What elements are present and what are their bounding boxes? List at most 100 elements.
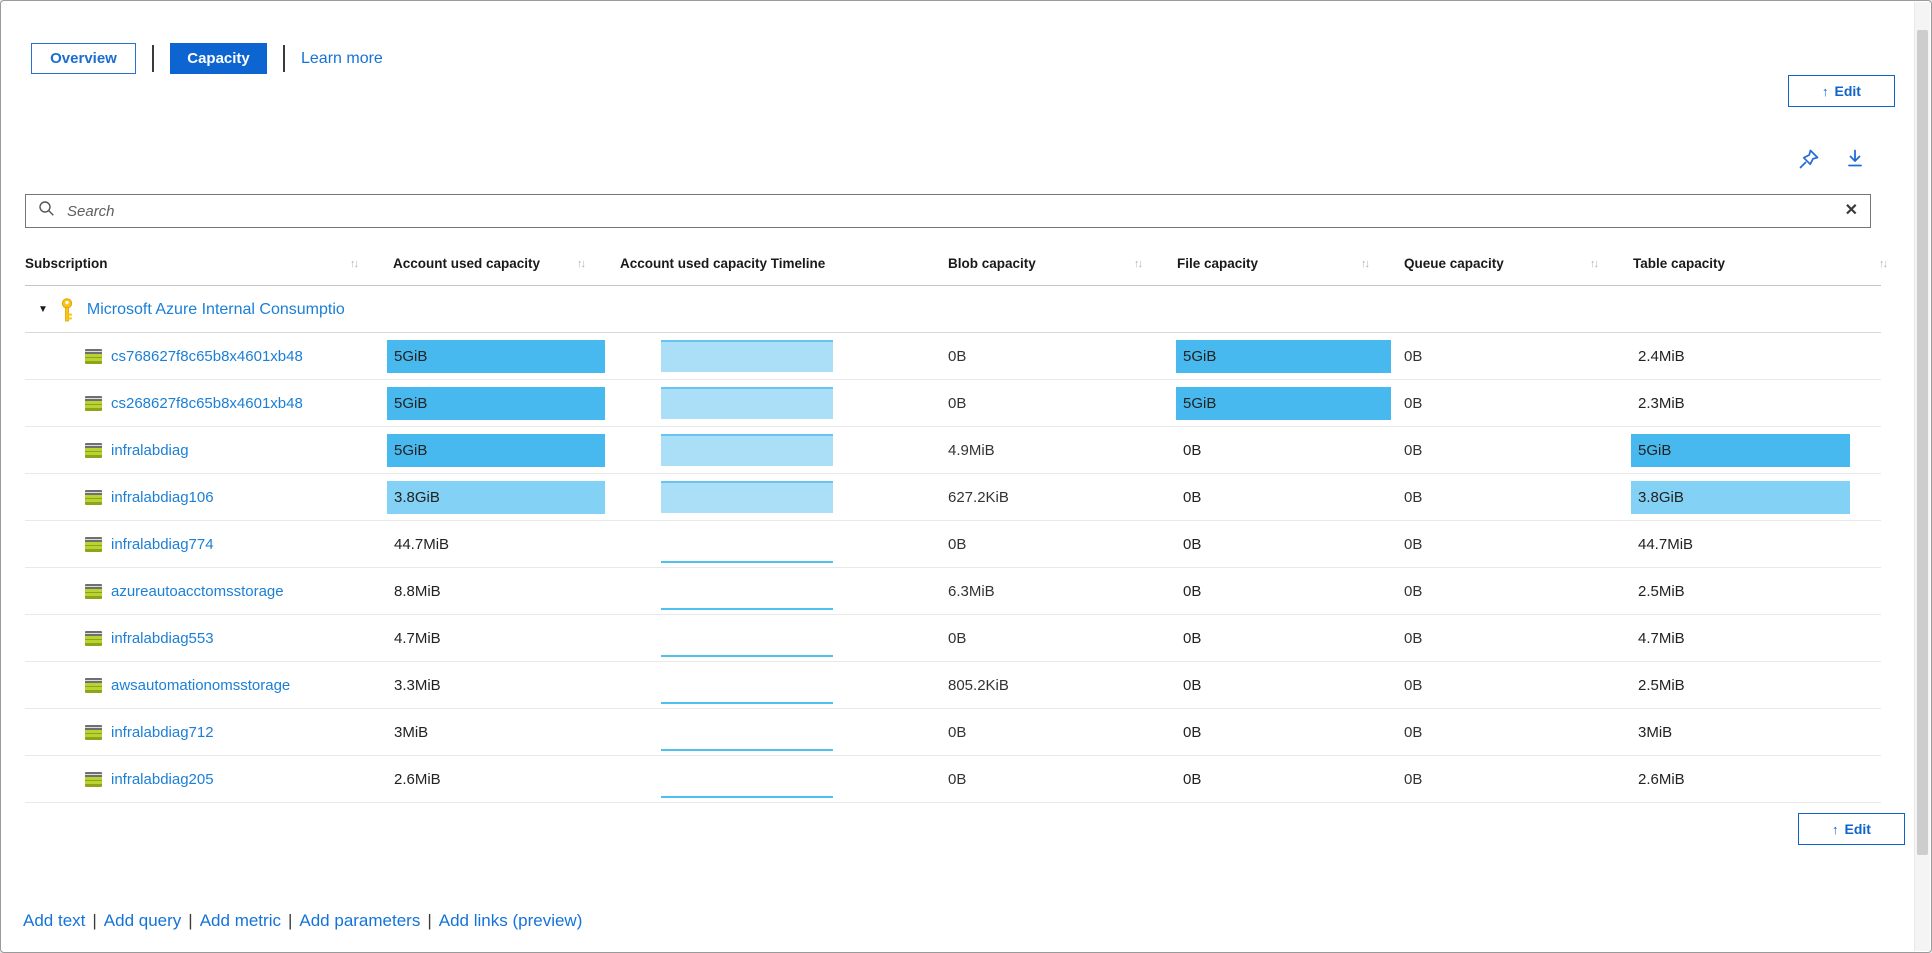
add-add-query-link[interactable]: Add query	[103, 911, 182, 930]
account-used-capacity-cell: 5GiB	[387, 380, 614, 427]
column-header-queue-capacity[interactable]: Queue capacity ↑↓	[1398, 241, 1627, 286]
column-header-blob-capacity[interactable]: Blob capacity ↑↓	[942, 241, 1171, 286]
file-capacity-cell: 0B	[1171, 474, 1398, 521]
subscription-group-row[interactable]: ▼ Microsoft Azure Internal Consumptio	[1, 286, 1916, 333]
pin-icon[interactable]	[1797, 147, 1821, 171]
table-row[interactable]: infralabdiag 5GiB 4.9MiB 0B 0B 5GiB	[1, 427, 1916, 474]
scrollbar-thumb[interactable]	[1917, 30, 1928, 855]
timeline-cell	[614, 568, 942, 615]
blob-capacity-cell: 0B	[948, 536, 967, 553]
vertical-scrollbar[interactable]	[1914, 2, 1930, 951]
table-header-row: Subscription ↑↓ Account used capacity ↑↓ Acc…	[1, 241, 1916, 286]
search-box: ✕	[25, 194, 1871, 228]
subscription-cell: infralabdiag205	[1, 756, 387, 803]
sort-arrows-icon[interactable]: ↑↓	[1134, 257, 1143, 270]
table-row[interactable]: cs768627f8c65b8x4601xb48 5GiB 0B 5GiB 0B 2.4M…	[1, 333, 1916, 380]
file-capacity-cell: 0B	[1171, 709, 1398, 756]
sort-arrows-icon[interactable]: ↑↓	[1879, 257, 1888, 270]
search-input[interactable]	[65, 201, 1845, 221]
queue-capacity-cell: 0B	[1404, 724, 1423, 741]
table-capacity-cell: 5GiB	[1627, 427, 1916, 474]
column-header-account-used-capacity[interactable]: Account used capacity ↑↓	[387, 241, 614, 286]
queue-capacity-cell: 0B	[1404, 583, 1423, 600]
value-cell: 2.6MiB	[394, 771, 441, 788]
add-add-links-preview-link[interactable]: Add links (preview)	[438, 911, 583, 930]
storage-account-icon	[85, 443, 102, 458]
timeline-cell	[614, 709, 942, 756]
close-icon[interactable]: ✕	[1844, 202, 1858, 219]
sort-arrows-icon[interactable]: ↑↓	[1361, 257, 1370, 270]
tab-separator	[152, 45, 154, 72]
table-row[interactable]: infralabdiag106 3.8GiB 627.2KiB 0B 0B 3.8GiB	[1, 474, 1916, 521]
footer-link-separator: |	[427, 911, 432, 930]
storage-account-link[interactable]: infralabdiag106	[111, 489, 214, 506]
storage-account-link[interactable]: infralabdiag205	[111, 771, 214, 788]
storage-account-link[interactable]: cs768627f8c65b8x4601xb48	[111, 348, 303, 365]
subscription-cell: awsautomationomsstorage	[1, 662, 387, 709]
sort-arrows-icon[interactable]: ↑↓	[350, 257, 359, 270]
timeline-sparkline	[661, 702, 833, 704]
timeline-cell	[614, 427, 942, 474]
tab-overview[interactable]: Overview	[31, 43, 136, 74]
account-used-capacity-cell: 5GiB	[387, 333, 614, 380]
table-row[interactable]: cs268627f8c65b8x4601xb48 5GiB 0B 5GiB 0B 2.3M…	[1, 380, 1916, 427]
download-icon[interactable]	[1843, 147, 1867, 171]
add-add-text-link[interactable]: Add text	[23, 911, 86, 930]
table-row[interactable]: azureautoacctomsstorage 8.8MiB 6.3MiB 0B 0B 2…	[1, 568, 1916, 615]
timeline-sparkline	[661, 749, 833, 751]
file-capacity-cell: 5GiB	[1171, 380, 1398, 427]
account-used-capacity-cell: 3.3MiB	[387, 662, 614, 709]
storage-account-icon	[85, 349, 102, 364]
storage-account-link[interactable]: infralabdiag774	[111, 536, 214, 553]
subscription-cell: infralabdiag106	[1, 474, 387, 521]
edit-button-bottom[interactable]: ↑ Edit	[1798, 813, 1905, 845]
queue-capacity-cell: 0B	[1404, 489, 1423, 506]
table-row[interactable]: infralabdiag712 3MiB 0B 0B 0B 3MiB	[1, 709, 1916, 756]
subscription-cell: azureautoacctomsstorage	[1, 568, 387, 615]
value-cell: 2.3MiB	[1638, 395, 1685, 412]
add-add-parameters-link[interactable]: Add parameters	[299, 911, 421, 930]
table-row[interactable]: infralabdiag553 4.7MiB 0B 0B 0B 4.7MiB	[1, 615, 1916, 662]
blob-capacity-cell: 0B	[948, 630, 967, 647]
file-capacity-cell: 0B	[1171, 615, 1398, 662]
account-used-capacity-cell: 5GiB	[387, 427, 614, 474]
value-cell: 2.5MiB	[1638, 677, 1685, 694]
learn-more-link[interactable]: Learn more	[301, 49, 383, 67]
heatmap-cell: 5GiB	[1176, 387, 1391, 420]
table-row[interactable]: infralabdiag205 2.6MiB 0B 0B 0B 2.6MiB	[1, 756, 1916, 803]
storage-account-link[interactable]: infralabdiag553	[111, 630, 214, 647]
storage-account-link[interactable]: awsautomationomsstorage	[111, 677, 291, 694]
storage-account-link[interactable]: azureautoacctomsstorage	[111, 583, 284, 600]
timeline-cell	[614, 756, 942, 803]
file-capacity-cell: 0B	[1171, 521, 1398, 568]
blob-capacity-cell: 0B	[948, 724, 967, 741]
footer-link-separator: |	[92, 911, 97, 930]
queue-capacity-cell: 0B	[1404, 536, 1423, 553]
storage-account-link[interactable]: infralabdiag	[111, 442, 189, 459]
column-header-account-used-capacity-timeline: Account used capacity Timeline	[614, 241, 942, 286]
tab-capacity[interactable]: Capacity	[170, 43, 267, 74]
storage-account-link[interactable]: infralabdiag712	[111, 724, 214, 741]
edit-button-label: Edit	[1834, 83, 1861, 99]
column-header-subscription[interactable]: Subscription ↑↓	[1, 241, 387, 286]
column-header-table-capacity[interactable]: Table capacity ↑↓	[1627, 241, 1916, 286]
table-row[interactable]: awsautomationomsstorage 3.3MiB 805.2KiB 0B 0…	[1, 662, 1916, 709]
storage-account-link[interactable]: cs268627f8c65b8x4601xb48	[111, 395, 303, 412]
sort-arrows-icon[interactable]: ↑↓	[1590, 257, 1599, 270]
column-header-file-capacity[interactable]: File capacity ↑↓	[1171, 241, 1398, 286]
value-cell: 0B	[1183, 724, 1202, 741]
table-row[interactable]: infralabdiag774 44.7MiB 0B 0B 0B 44.7MiB	[1, 521, 1916, 568]
queue-capacity-cell: 0B	[1404, 395, 1423, 412]
heatmap-cell: 3.8GiB	[1631, 481, 1850, 514]
blob-capacity-cell: 4.9MiB	[948, 442, 995, 459]
account-used-capacity-cell: 4.7MiB	[387, 615, 614, 662]
chevron-down-icon[interactable]: ▼	[38, 304, 48, 315]
sort-arrows-icon[interactable]: ↑↓	[577, 257, 586, 270]
subscription-group-label: Microsoft Azure Internal Consumptio	[86, 300, 345, 318]
queue-capacity-cell: 0B	[1404, 348, 1423, 365]
heatmap-cell: 3.8GiB	[387, 481, 605, 514]
edit-button-top[interactable]: ↑ Edit	[1788, 75, 1895, 107]
add-add-metric-link[interactable]: Add metric	[199, 911, 281, 930]
value-cell: 3MiB	[1638, 724, 1673, 741]
table-capacity-cell: 2.3MiB	[1627, 380, 1916, 427]
